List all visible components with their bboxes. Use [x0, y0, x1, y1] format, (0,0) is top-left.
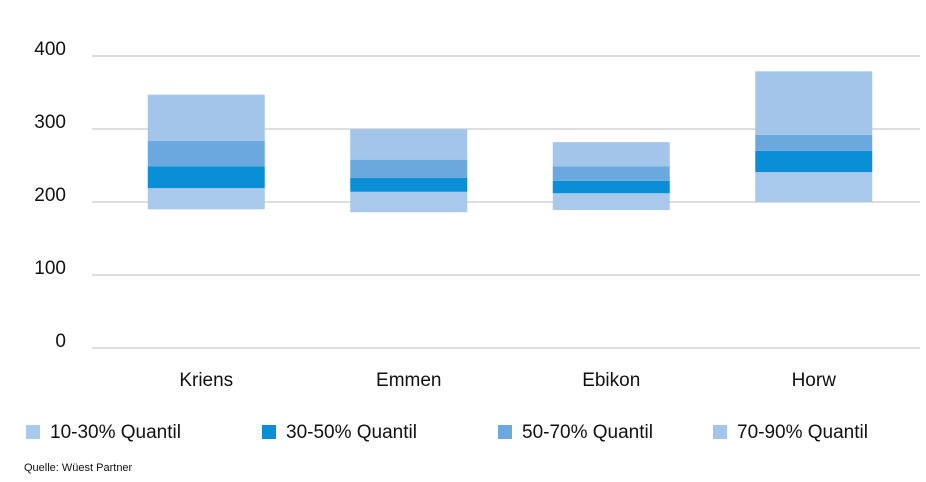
y-tick-label: 200	[34, 185, 66, 206]
legend-label: 30-50% Quantil	[286, 422, 417, 443]
bar-segment	[755, 71, 873, 135]
bar-segment	[552, 166, 670, 181]
bar-segment	[755, 150, 873, 173]
y-tick-label: 300	[34, 112, 66, 133]
legend-swatch	[498, 425, 512, 439]
legend-label: 50-70% Quantil	[522, 422, 653, 443]
legend-label: 10-30% Quantil	[50, 422, 181, 443]
x-tick-label: Emmen	[376, 370, 441, 391]
bar-segment	[147, 140, 265, 167]
x-tick-label: Kriens	[179, 370, 233, 391]
legend-label: 70-90% Quantil	[737, 422, 868, 443]
bar-segment	[552, 180, 670, 194]
bar-segment	[147, 166, 265, 189]
legend-swatch	[262, 425, 276, 439]
x-tick-label: Horw	[792, 370, 837, 391]
x-tick-label: Ebikon	[582, 370, 640, 391]
bar-segment	[350, 129, 468, 160]
bar-segment	[147, 188, 265, 210]
bar-segment	[350, 177, 468, 192]
bar-segment	[755, 134, 873, 151]
bar-segment	[350, 159, 468, 178]
bar-segment	[147, 94, 265, 141]
bar-segment	[350, 191, 468, 213]
legend-swatch	[26, 425, 40, 439]
y-tick-label: 400	[34, 39, 66, 60]
bar-segment	[552, 142, 670, 167]
legend-swatch	[713, 425, 727, 439]
source-note: Quelle: Wüest Partner	[24, 462, 133, 474]
bar-segment	[755, 172, 873, 202]
bar-segment	[552, 193, 670, 211]
y-tick-label: 0	[55, 331, 66, 352]
y-tick-label: 100	[34, 258, 66, 279]
